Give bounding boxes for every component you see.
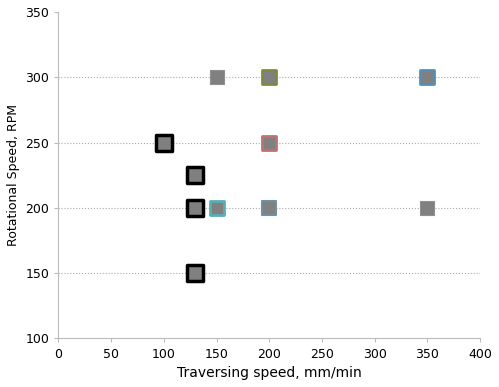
Point [192,172,200,178]
Point [265,205,273,211]
Point [265,74,273,80]
Point [192,270,200,276]
Point [213,74,221,80]
Point [213,205,221,211]
Point [424,74,432,80]
Point [160,139,168,146]
Y-axis label: Rotational Speed, RPM: Rotational Speed, RPM [7,104,20,246]
Point [424,205,432,211]
X-axis label: Traversing speed, mm/min: Traversing speed, mm/min [177,366,362,380]
Point [265,139,273,146]
Point [192,205,200,211]
